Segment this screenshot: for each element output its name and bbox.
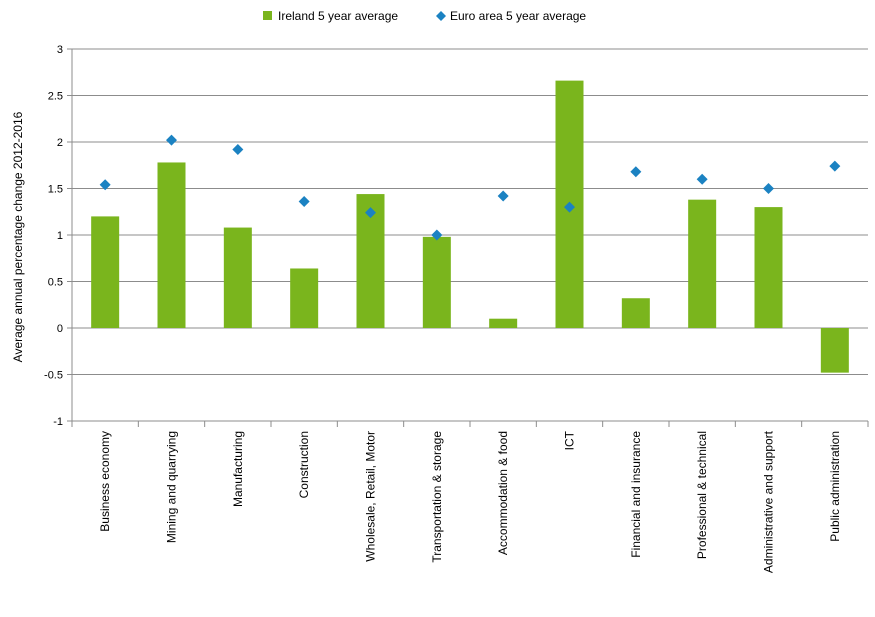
y-tick-label: 3 xyxy=(57,44,63,56)
category-labels: Business economy Mining and quarrying Manu… xyxy=(98,430,842,573)
x-axis xyxy=(71,421,869,427)
category-label: Administrative and support xyxy=(762,430,776,573)
bar xyxy=(290,268,319,328)
bar xyxy=(820,328,849,373)
gridlines xyxy=(67,48,868,422)
diamond-marker xyxy=(630,166,642,178)
y-tick-label: 1 xyxy=(57,230,63,242)
diamond-marker xyxy=(166,134,177,146)
diamond-marker xyxy=(829,160,841,172)
legend-diamond-swatch xyxy=(436,11,446,21)
diamond-marker xyxy=(564,201,575,213)
category-label: Manufacturing xyxy=(231,431,245,507)
category-label: Wholesale, Retail, Motor xyxy=(364,431,378,562)
diamond-marker xyxy=(298,196,310,208)
bar xyxy=(157,162,186,328)
diamond-marker xyxy=(431,229,443,241)
bar xyxy=(489,318,518,328)
y-tick-labels: -1 -0.5 0 0.5 1 1.5 2 2.5 3 xyxy=(44,44,63,428)
legend-label-ireland: Ireland 5 year average xyxy=(278,9,398,23)
diamond-marker xyxy=(232,143,244,155)
category-label: Business economy xyxy=(98,431,112,532)
legend-label-euro-area: Euro area 5 year average xyxy=(450,9,586,23)
y-tick-label: 0.5 xyxy=(48,277,63,289)
category-label: Accommodation & food xyxy=(496,431,510,555)
y-tick-label: 0 xyxy=(57,323,63,335)
bar xyxy=(621,298,650,328)
category-label: Financial and insurance xyxy=(629,431,643,558)
bar xyxy=(688,199,717,328)
diamond-marker xyxy=(763,183,774,194)
y-tick-label: 1.5 xyxy=(48,184,63,196)
category-label: Professional & technical xyxy=(695,431,709,559)
bar xyxy=(754,207,783,328)
diamond-marker xyxy=(696,173,708,185)
y-tick-label: -1 xyxy=(53,416,63,428)
category-label: ICT xyxy=(563,430,577,450)
bar xyxy=(422,236,451,328)
y-axis-title: Average annual percentage change 2012-20… xyxy=(11,111,25,362)
legend-bar-swatch xyxy=(263,11,272,20)
diamond-marker xyxy=(497,190,509,202)
diamond-marker xyxy=(365,207,376,219)
y-tick-label: -0.5 xyxy=(44,370,63,382)
category-label: Public administration xyxy=(828,431,842,542)
bar xyxy=(91,216,120,328)
category-label: Transportation & storage xyxy=(430,431,444,563)
y-tick-label: 2 xyxy=(57,137,63,149)
category-label: Mining and quarrying xyxy=(165,431,179,543)
legend: Ireland 5 year average Euro area 5 year a… xyxy=(263,9,586,23)
category-label: Construction xyxy=(297,431,311,498)
bar-series xyxy=(91,80,849,373)
y-tick-label: 2.5 xyxy=(48,91,63,103)
diamond-marker xyxy=(99,179,111,191)
marker-series xyxy=(99,134,841,241)
bar xyxy=(223,227,252,328)
